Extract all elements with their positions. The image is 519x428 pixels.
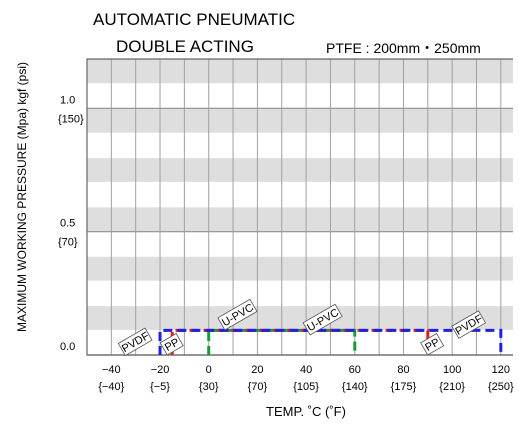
series-annotation-box	[302, 303, 343, 336]
grid-band	[87, 256, 513, 281]
x-tick-f-label: {140}	[342, 381, 368, 393]
grid-band	[87, 207, 513, 232]
x-tick-f-label: {175}	[391, 381, 417, 393]
y-tick-label: 0.5	[60, 218, 75, 230]
y-tick-psi-label: {150}	[58, 113, 84, 125]
x-tick-label: 120	[492, 364, 510, 376]
series-line-pp	[170, 328, 430, 355]
x-tick-f-label: {105}	[293, 381, 319, 393]
x-tick-label: 20	[251, 364, 263, 376]
x-tick-label: 40	[300, 364, 312, 376]
grid-band	[87, 157, 513, 183]
grid-band	[87, 305, 513, 331]
x-tick-label: 80	[397, 364, 409, 376]
x-tick-label: −20	[151, 364, 170, 376]
x-tick-label: 100	[443, 364, 461, 376]
x-tick-label: 0	[206, 364, 212, 376]
series-annotation-box	[217, 298, 258, 331]
chart-spec: PTFE : 200mm・250mm	[326, 40, 481, 56]
grid-band	[87, 108, 513, 133]
x-tick-f-label: {−5}	[150, 381, 170, 393]
x-tick-f-label: {70}	[248, 381, 268, 393]
x-tick-f-label: {210}	[439, 381, 465, 393]
plot-frame	[86, 58, 513, 356]
chart-title-line2: DOUBLE ACTING	[116, 37, 254, 56]
x-tick-f-label: {−40}	[98, 381, 124, 393]
series-annotation-box	[420, 333, 445, 356]
series-annotation-box	[159, 333, 184, 356]
x-tick-f-label: {30}	[199, 381, 219, 393]
series-line-u-pvc	[207, 328, 357, 355]
series-annotation: PP	[420, 333, 445, 356]
chart-title-line1: AUTOMATIC PNEUMATIC	[93, 10, 296, 29]
x-axis-title: TEMP. ˚C (˚F)	[266, 404, 346, 419]
y-tick-psi-label: {70}	[58, 237, 78, 249]
y-tick-label: 1.0	[60, 94, 75, 106]
x-tick-label: −40	[102, 364, 121, 376]
y-tick-label: 0.0	[60, 341, 75, 353]
series-annotation-box	[117, 327, 153, 357]
x-tick-f-label: {250}	[488, 381, 514, 393]
series-annotation-box	[451, 310, 487, 339]
grid-band	[87, 59, 513, 84]
series-annotation: PP	[159, 333, 184, 356]
x-tick-label: 60	[349, 364, 361, 376]
